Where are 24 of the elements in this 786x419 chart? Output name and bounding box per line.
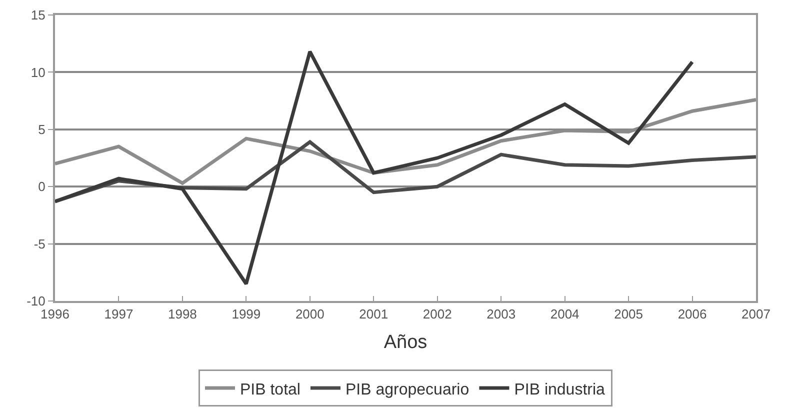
x-tick-label: 2007 [742, 306, 770, 322]
y-tick-label: -5 [34, 236, 46, 252]
x-tick-label: 1998 [168, 306, 197, 322]
x-tick-label: 1999 [232, 306, 261, 322]
x-tick-label: 2000 [295, 306, 324, 322]
y-tick-label: 0 [38, 179, 46, 194]
line-series [55, 98, 756, 185]
x-tick-label: 2001 [359, 306, 388, 322]
x-tick-label: 2003 [486, 306, 516, 322]
x-tick-label: 2006 [678, 306, 707, 322]
y-tick-label: 5 [38, 122, 46, 137]
y-tick-label: -10 [26, 294, 46, 309]
y-tick-label: 15 [30, 8, 46, 23]
x-tick-label: 2005 [614, 306, 644, 322]
legend-label: PIB agropecuario [345, 381, 470, 398]
y-tick-label: 10 [30, 64, 46, 80]
x-tick-label: 1996 [40, 306, 70, 322]
legend-label: PIB total [240, 381, 300, 398]
line-series [55, 50, 694, 286]
legend-label: PIB industria [514, 381, 606, 398]
x-axis-title: Años [384, 332, 428, 353]
x-tick-label: 2002 [422, 306, 452, 322]
x-tick-label: 2004 [550, 306, 580, 322]
x-tick-label: 1997 [104, 306, 134, 322]
